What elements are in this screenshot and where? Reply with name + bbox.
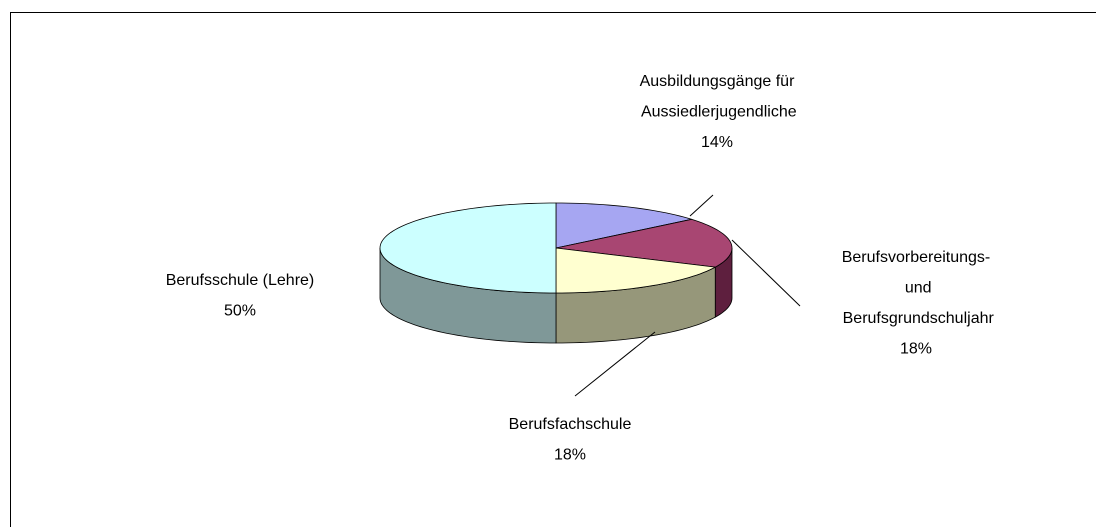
category-label: Berufsfachschule <box>509 416 632 433</box>
value-label: 18% <box>900 341 932 358</box>
label-line: Aussiedlerjugendliche <box>637 104 796 121</box>
value-label: 18% <box>554 447 586 464</box>
label-line: Berufsgrundschuljahr <box>838 310 994 327</box>
value-label: 50% <box>224 303 256 320</box>
label-line: Berufsvorbereitungs- <box>842 249 991 266</box>
value-label: 14% <box>701 134 733 151</box>
label-line: und <box>900 280 931 297</box>
label-line: Ausbildungsgänge für <box>640 73 795 90</box>
label-line: Berufsschule (Lehre) <box>166 272 315 289</box>
category-label: Berufsschule (Lehre) <box>166 272 315 289</box>
label-line: Berufsfachschule <box>509 416 632 433</box>
